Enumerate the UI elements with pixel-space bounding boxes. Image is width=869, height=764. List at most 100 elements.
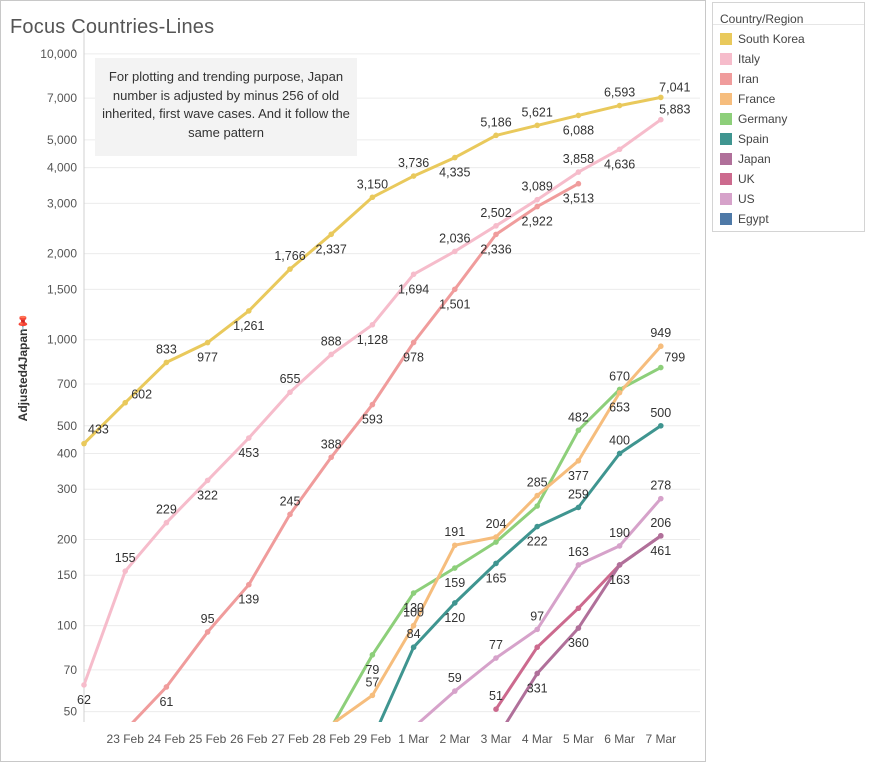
legend-label: Iran xyxy=(738,72,759,86)
data-label: 222 xyxy=(527,535,548,549)
data-label: 888 xyxy=(321,334,342,348)
y-tick-label: 700 xyxy=(57,377,77,391)
data-label: 100 xyxy=(403,606,424,620)
data-point-germany xyxy=(410,590,417,596)
data-point-japan xyxy=(616,562,623,568)
x-tick-label: 27 Feb xyxy=(271,732,309,746)
data-label: 4,636 xyxy=(604,157,635,171)
data-label: 433 xyxy=(88,423,109,437)
data-label: 6,088 xyxy=(563,123,594,137)
data-label: 331 xyxy=(527,681,548,695)
data-label: 461 xyxy=(650,544,671,558)
data-point-iran xyxy=(452,286,458,293)
data-label: 5,621 xyxy=(522,105,553,119)
data-label: 4,335 xyxy=(439,166,470,180)
legend-swatch xyxy=(720,113,732,125)
legend-item-italy[interactable]: Italy xyxy=(713,49,864,69)
data-point-uk xyxy=(534,644,540,651)
data-point-south-korea xyxy=(369,194,376,201)
data-label: 7,041 xyxy=(659,80,690,94)
series-line-spain xyxy=(378,424,662,722)
legend-item-germany[interactable]: Germany xyxy=(713,109,864,129)
x-tick-label: 2 Mar xyxy=(439,732,470,746)
data-point-italy xyxy=(81,682,87,688)
legend-item-japan[interactable]: Japan xyxy=(713,149,864,169)
data-label: 77 xyxy=(489,638,503,652)
legend-swatch xyxy=(720,93,732,105)
data-point-italy xyxy=(658,116,664,123)
data-point-germany xyxy=(658,364,664,371)
data-label: 3,858 xyxy=(563,152,594,166)
y-tick-label: 7,000 xyxy=(47,91,77,105)
data-label: 278 xyxy=(650,479,671,493)
data-label: 799 xyxy=(664,351,685,365)
x-tick-label: 1 Mar xyxy=(398,732,429,746)
legend-label: Egypt xyxy=(738,212,769,226)
y-tick-label: 500 xyxy=(57,419,77,433)
data-point-south-korea xyxy=(246,308,252,314)
y-tick-label: 2,000 xyxy=(47,247,77,261)
data-label: 206 xyxy=(650,516,671,530)
data-label: 159 xyxy=(444,576,465,590)
data-label: 2,337 xyxy=(316,242,347,256)
data-point-iran xyxy=(163,684,170,690)
y-tick-label: 4,000 xyxy=(47,161,77,175)
y-tick-label: 1,500 xyxy=(47,282,77,296)
line-chart[interactable]: 50 70 100 150 200 300 400 500 700 1,000 1,500 2,000… xyxy=(0,0,706,764)
data-point-south-korea xyxy=(493,132,499,139)
legend-swatch xyxy=(720,73,732,85)
legend-swatch xyxy=(720,153,732,165)
y-tick-label: 1,000 xyxy=(47,333,77,347)
x-tick-label: 4 Mar xyxy=(522,732,553,746)
data-label: 3,089 xyxy=(522,180,553,194)
data-point-spain xyxy=(658,422,664,429)
legend-item-spain[interactable]: Spain xyxy=(713,129,864,149)
data-point-spain xyxy=(616,450,623,457)
data-point-france xyxy=(658,343,664,350)
data-label: 163 xyxy=(568,545,589,559)
y-tick-label: 150 xyxy=(57,568,77,582)
data-label: 453 xyxy=(238,446,259,460)
data-point-iran xyxy=(534,203,540,210)
data-point-italy xyxy=(493,223,499,229)
y-tick-label: 3,000 xyxy=(47,196,77,210)
data-label: 3,150 xyxy=(357,177,388,191)
data-point-iran xyxy=(575,180,582,187)
data-label: 51 xyxy=(489,689,503,703)
data-label: 6,593 xyxy=(604,86,635,100)
data-label: 653 xyxy=(609,401,630,415)
data-point-italy xyxy=(575,169,582,175)
legend-item-south-korea[interactable]: South Korea xyxy=(713,29,864,49)
data-point-us xyxy=(534,626,540,633)
data-label: 229 xyxy=(156,503,177,517)
legend-item-uk[interactable]: UK xyxy=(713,169,864,189)
data-label: 500 xyxy=(650,406,671,420)
legend-item-iran[interactable]: Iran xyxy=(713,69,864,89)
data-point-germany xyxy=(452,565,458,571)
legend-label: France xyxy=(738,92,776,106)
data-label: 655 xyxy=(280,372,301,386)
data-point-south-korea xyxy=(575,112,582,119)
legend-item-france[interactable]: France xyxy=(713,89,864,109)
data-label: 360 xyxy=(568,636,589,650)
data-point-italy xyxy=(328,351,335,358)
data-point-south-korea xyxy=(163,359,170,366)
data-label: 833 xyxy=(156,342,177,356)
data-label: 949 xyxy=(650,326,671,340)
data-label: 977 xyxy=(197,351,218,365)
data-point-south-korea xyxy=(534,122,540,129)
data-point-italy xyxy=(534,196,540,203)
data-point-south-korea xyxy=(616,102,623,109)
data-point-spain xyxy=(493,560,499,567)
data-point-germany xyxy=(369,652,376,658)
data-label: 57 xyxy=(365,675,379,689)
data-point-iran xyxy=(246,581,252,588)
data-point-south-korea xyxy=(81,440,87,447)
legend-item-egypt[interactable]: Egypt xyxy=(713,209,864,229)
data-point-us xyxy=(575,562,582,568)
data-point-france xyxy=(369,692,376,699)
data-point-iran xyxy=(204,629,211,635)
data-point-south-korea xyxy=(658,94,664,101)
x-tick-label: 6 Mar xyxy=(604,732,635,746)
legend-item-us[interactable]: US xyxy=(713,189,864,209)
